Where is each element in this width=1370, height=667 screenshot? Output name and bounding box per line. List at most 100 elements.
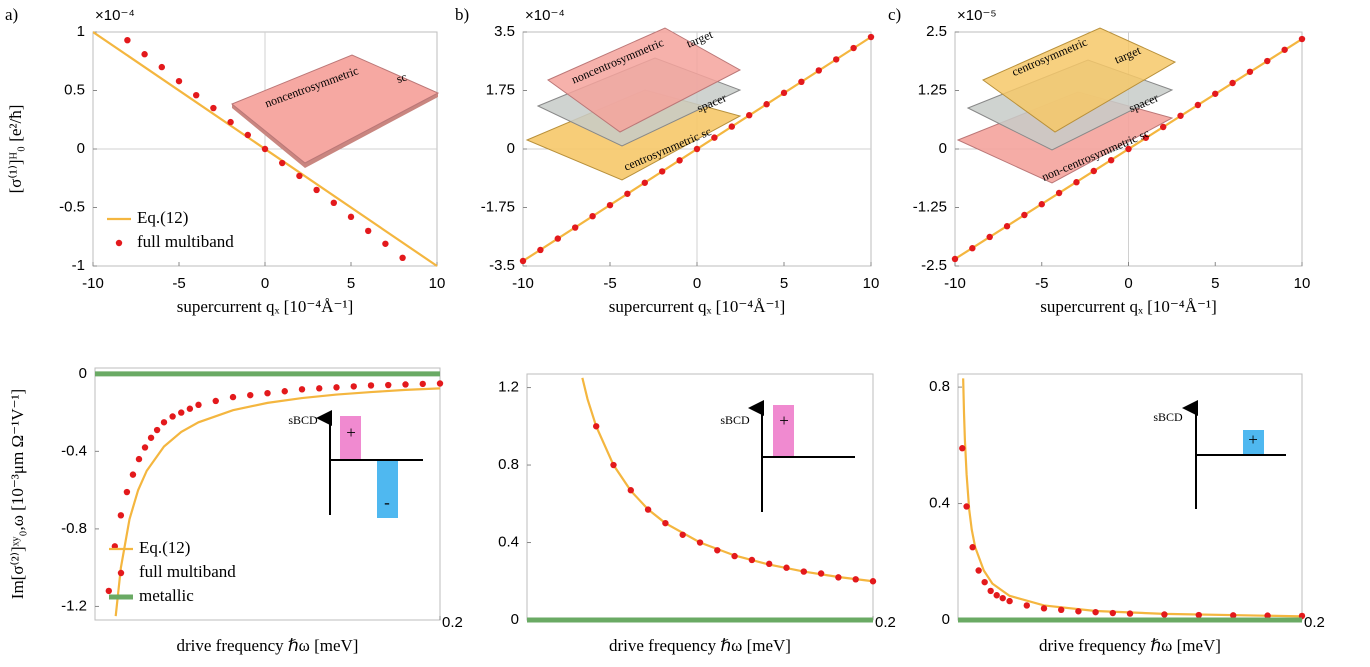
- data-point: [1000, 595, 1006, 601]
- data-point: [313, 187, 319, 193]
- data-point: [676, 157, 682, 163]
- data-point: [1073, 179, 1079, 185]
- x-tick-label: 5: [1211, 275, 1219, 292]
- legend-swatch: [118, 570, 124, 576]
- inset-label: sBCD: [1153, 410, 1183, 424]
- x-axis-label: supercurrent qₓ [10⁻⁴Å⁻¹]: [609, 297, 785, 316]
- data-point: [1161, 611, 1167, 617]
- data-point: [697, 539, 703, 545]
- y-tick-label: 0.8: [929, 378, 950, 395]
- y-tick-label: -2.5: [921, 257, 947, 274]
- data-point: [124, 489, 130, 495]
- data-point: [333, 384, 339, 390]
- data-point: [714, 547, 720, 553]
- data-point: [136, 456, 142, 462]
- data-point: [159, 64, 165, 70]
- x-axis-label: drive frequency ℏω [meV]: [177, 636, 359, 655]
- data-point: [816, 67, 822, 73]
- y-tick-label: -1.25: [913, 198, 947, 215]
- data-point: [835, 574, 841, 580]
- y-tick-label: -1: [72, 257, 85, 274]
- data-point: [399, 255, 405, 261]
- data-point: [607, 202, 613, 208]
- y-tick-label: 0: [77, 140, 85, 157]
- data-point: [1039, 201, 1045, 207]
- legend-swatch: [116, 240, 122, 246]
- y-tick-label: 0: [511, 611, 519, 628]
- data-point: [141, 51, 147, 57]
- y-tick-label: 0.4: [929, 495, 950, 512]
- data-point: [763, 101, 769, 107]
- x-tick-label: 0: [693, 275, 701, 292]
- data-point: [645, 506, 651, 512]
- data-point: [1212, 91, 1218, 97]
- data-point: [148, 435, 154, 441]
- data-point: [1075, 608, 1081, 614]
- data-point: [161, 419, 167, 425]
- data-point: [437, 380, 443, 386]
- data-point: [385, 382, 391, 388]
- y-multiplier: ×10⁻⁴: [95, 7, 135, 24]
- inset-d: sBCD + -: [288, 413, 423, 518]
- data-point: [624, 191, 630, 197]
- legend-label: full multiband: [137, 232, 234, 251]
- data-point: [230, 394, 236, 400]
- x-tick-label: 10: [429, 275, 446, 292]
- data-point: [187, 406, 193, 412]
- data-point: [1091, 168, 1097, 174]
- data-point: [154, 427, 160, 433]
- y-tick-label: -0.5: [59, 198, 85, 215]
- plot-frame: [958, 374, 1302, 620]
- y-tick-label: 1: [77, 23, 85, 40]
- data-point: [1177, 113, 1183, 119]
- data-point: [193, 92, 199, 98]
- data-point: [282, 388, 288, 394]
- panel-label: c): [888, 5, 901, 24]
- data-point: [798, 79, 804, 85]
- y-tick-label: 0: [942, 611, 950, 628]
- inset-label: +: [779, 411, 789, 430]
- curve: [582, 378, 873, 581]
- data-point: [1264, 58, 1270, 64]
- data-point: [420, 381, 426, 387]
- x-tick-label: -5: [172, 275, 185, 292]
- data-point: [1006, 598, 1012, 604]
- data-point: [659, 168, 665, 174]
- data-point: [969, 245, 975, 251]
- data-point: [868, 34, 874, 40]
- data-point: [853, 576, 859, 582]
- y-tick-label: -0.8: [61, 520, 87, 537]
- x-tick-label: -10: [82, 275, 104, 292]
- data-point: [850, 45, 856, 51]
- data-point: [870, 578, 876, 584]
- data-point: [963, 503, 969, 509]
- data-point: [351, 383, 357, 389]
- x-axis-label: supercurrent qₓ [10⁻⁴Å⁻¹]: [1040, 297, 1216, 316]
- y-axis-label: Im[σ⁽²⁾]ˣʸ₀,ω [10⁻³μm Ω⁻¹V⁻¹]: [8, 389, 27, 599]
- data-point: [142, 444, 148, 450]
- y-tick-label: -0.4: [61, 442, 87, 459]
- data-point: [1196, 612, 1202, 618]
- data-point: [262, 146, 268, 152]
- data-point: [781, 90, 787, 96]
- x-tick-label: -10: [512, 275, 534, 292]
- x-tick-label: 10: [863, 275, 880, 292]
- data-point: [227, 119, 233, 125]
- data-point: [952, 256, 958, 262]
- data-point: [1041, 605, 1047, 611]
- data-point: [213, 398, 219, 404]
- data-point: [975, 567, 981, 573]
- x-tick-label: -5: [603, 275, 616, 292]
- y-tick-label: -1.2: [61, 597, 87, 614]
- data-point: [124, 37, 130, 43]
- data-point: [279, 160, 285, 166]
- x-tick-label: 0.2: [1304, 614, 1325, 631]
- data-point: [210, 105, 216, 111]
- x-tick-label: 5: [347, 275, 355, 292]
- y-tick-label: 0: [507, 140, 515, 157]
- data-point: [694, 146, 700, 152]
- y-tick-label: -1.75: [481, 198, 515, 215]
- legend-label: Eq.(12): [137, 208, 188, 227]
- data-point: [1127, 610, 1133, 616]
- y-tick-label: 3.5: [494, 23, 515, 40]
